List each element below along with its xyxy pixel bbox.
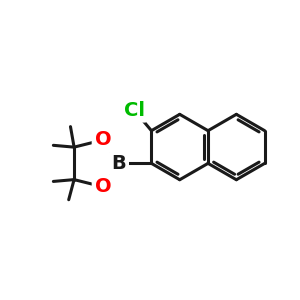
- Text: O: O: [94, 130, 111, 149]
- Text: O: O: [94, 177, 111, 196]
- Text: Cl: Cl: [124, 101, 145, 120]
- Text: B: B: [111, 154, 126, 173]
